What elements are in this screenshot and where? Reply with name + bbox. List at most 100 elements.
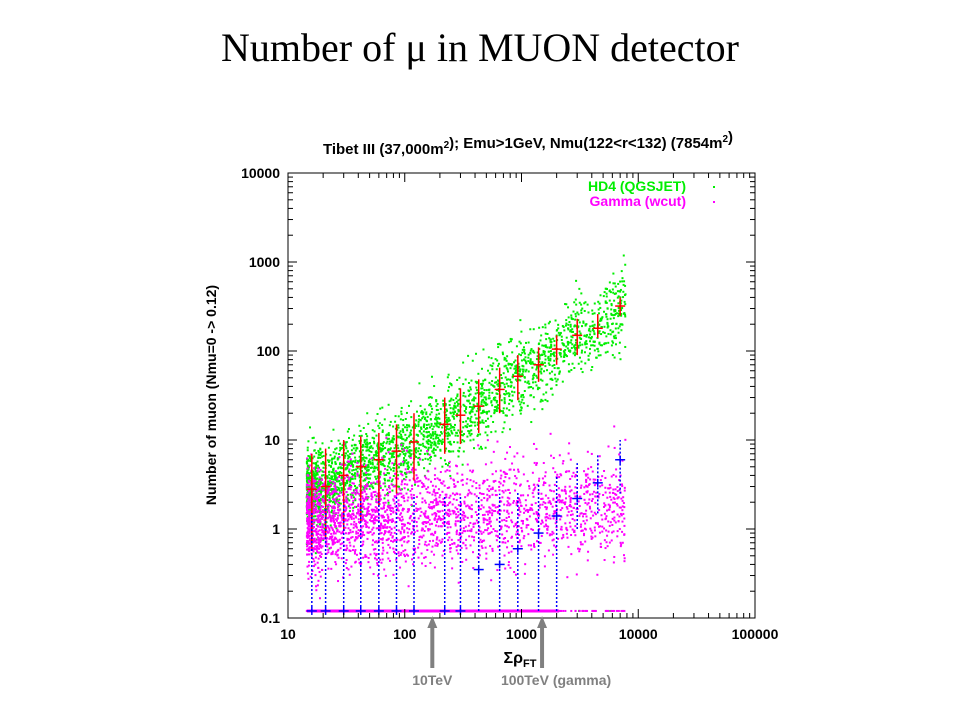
- gamma-point: [570, 510, 573, 513]
- hd4-point: [335, 447, 338, 450]
- gamma-point: [435, 497, 438, 500]
- hd4-point: [435, 418, 438, 421]
- hd4-point: [337, 439, 340, 442]
- hd4-point: [504, 364, 507, 367]
- hd4-point: [618, 290, 621, 293]
- gamma-point: [492, 504, 495, 507]
- hd4-point: [401, 428, 404, 431]
- hd4-point: [402, 419, 405, 422]
- gamma-point: [331, 550, 334, 553]
- gamma-point: [325, 552, 328, 555]
- gamma-point: [393, 502, 396, 505]
- hd4-point: [373, 457, 376, 460]
- gamma-point: [439, 510, 442, 513]
- gamma-point: [308, 506, 311, 509]
- gamma-point: [361, 497, 364, 500]
- gamma-point: [327, 567, 330, 570]
- gamma-point: [572, 506, 575, 509]
- hd4-point: [562, 360, 565, 363]
- gamma-point: [309, 525, 312, 528]
- hd4-point: [503, 402, 506, 405]
- gamma-point: [419, 492, 422, 495]
- gamma-point: [503, 503, 506, 506]
- hd4-point: [410, 400, 413, 403]
- gamma-point: [446, 526, 449, 529]
- hd4-point: [539, 378, 542, 381]
- hd4-point: [469, 419, 472, 422]
- gamma-point: [504, 457, 507, 460]
- hd4-point: [305, 460, 308, 463]
- gamma-point: [562, 460, 565, 463]
- gamma-point: [354, 549, 357, 552]
- hd4-point: [481, 384, 484, 387]
- gamma-point: [387, 506, 390, 509]
- hd4-point: [575, 346, 578, 349]
- hd4-point: [353, 434, 356, 437]
- gamma-point: [384, 531, 387, 534]
- gamma-point: [349, 458, 352, 461]
- hd4-point: [428, 440, 431, 443]
- gamma-point: [315, 548, 318, 551]
- hd4-point: [530, 386, 533, 389]
- gamma-point: [524, 563, 527, 566]
- gamma-point: [359, 563, 362, 566]
- gamma-point: [607, 445, 610, 448]
- gamma-point: [330, 567, 333, 570]
- hd4-point: [622, 290, 625, 293]
- gamma-point: [502, 537, 505, 540]
- gamma-point: [581, 515, 584, 518]
- gamma-point: [427, 517, 430, 520]
- hd4-point: [425, 446, 428, 449]
- hd4-point: [421, 458, 424, 461]
- hd4-point: [606, 350, 609, 353]
- gamma-point: [334, 501, 337, 504]
- hd4-point: [554, 319, 557, 322]
- hd4-point: [603, 325, 606, 328]
- gamma-point: [594, 478, 597, 481]
- gamma-point: [492, 528, 495, 531]
- hd4-point: [508, 341, 511, 344]
- hd4-point: [347, 470, 350, 473]
- hd4-point: [429, 396, 432, 399]
- gamma-point: [503, 518, 506, 521]
- gamma-point: [455, 492, 458, 495]
- gamma-point: [573, 530, 576, 533]
- gamma-point: [344, 500, 347, 503]
- hd4-point: [471, 421, 474, 424]
- gamma-point: [369, 566, 372, 569]
- hd4-point: [501, 431, 504, 434]
- hd4-point: [598, 342, 601, 345]
- hd4-point: [533, 372, 536, 375]
- hd4-point: [385, 442, 388, 445]
- hd4-point: [615, 343, 618, 346]
- hd4-point: [391, 489, 394, 492]
- hd4-point: [419, 419, 422, 422]
- gamma-point: [533, 488, 536, 491]
- hd4-point: [462, 394, 465, 397]
- gamma-point: [506, 451, 509, 454]
- hd4-point: [430, 444, 433, 447]
- hd4-point: [535, 366, 538, 369]
- gamma-point: [315, 530, 318, 533]
- gamma-point: [346, 537, 349, 540]
- gamma-point: [486, 493, 489, 496]
- hd4-point: [381, 463, 384, 466]
- hd4-point: [511, 375, 514, 378]
- hd4-point: [421, 411, 424, 414]
- gamma-point: [525, 526, 528, 529]
- gamma-point: [589, 493, 592, 496]
- hd4-point: [408, 434, 411, 437]
- gamma-point: [608, 541, 611, 544]
- gamma-point: [411, 488, 414, 491]
- hd4-point: [318, 484, 321, 487]
- gamma-point: [317, 566, 320, 569]
- gamma-point: [616, 486, 619, 489]
- gamma-point: [434, 467, 437, 470]
- gamma-point: [312, 496, 315, 499]
- gamma-point: [536, 511, 539, 514]
- gamma-point: [470, 504, 473, 507]
- gamma-point: [344, 548, 347, 551]
- hd4-point: [312, 515, 315, 518]
- hd4-point: [343, 488, 346, 491]
- hd4-point: [542, 351, 545, 354]
